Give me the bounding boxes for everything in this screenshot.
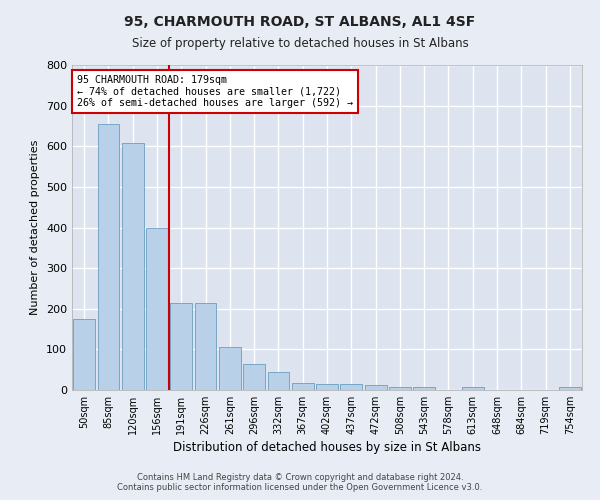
Bar <box>340 384 362 390</box>
Bar <box>559 387 581 390</box>
Text: Size of property relative to detached houses in St Albans: Size of property relative to detached ho… <box>131 38 469 51</box>
Text: 95, CHARMOUTH ROAD, ST ALBANS, AL1 4SF: 95, CHARMOUTH ROAD, ST ALBANS, AL1 4SF <box>124 15 476 29</box>
Bar <box>413 387 435 390</box>
Text: 95 CHARMOUTH ROAD: 179sqm
← 74% of detached houses are smaller (1,722)
26% of se: 95 CHARMOUTH ROAD: 179sqm ← 74% of detac… <box>77 74 353 108</box>
Bar <box>170 302 192 390</box>
Bar <box>462 387 484 390</box>
X-axis label: Distribution of detached houses by size in St Albans: Distribution of detached houses by size … <box>173 441 481 454</box>
Bar <box>194 302 217 390</box>
Bar <box>316 384 338 390</box>
Bar <box>292 382 314 390</box>
Bar <box>268 372 289 390</box>
Bar <box>219 346 241 390</box>
Bar <box>122 144 143 390</box>
Bar <box>97 124 119 390</box>
Y-axis label: Number of detached properties: Number of detached properties <box>31 140 40 315</box>
Bar <box>365 384 386 390</box>
Bar <box>73 319 95 390</box>
Bar <box>146 228 168 390</box>
Bar <box>243 364 265 390</box>
Text: Contains HM Land Registry data © Crown copyright and database right 2024.
Contai: Contains HM Land Registry data © Crown c… <box>118 473 482 492</box>
Bar <box>389 387 411 390</box>
